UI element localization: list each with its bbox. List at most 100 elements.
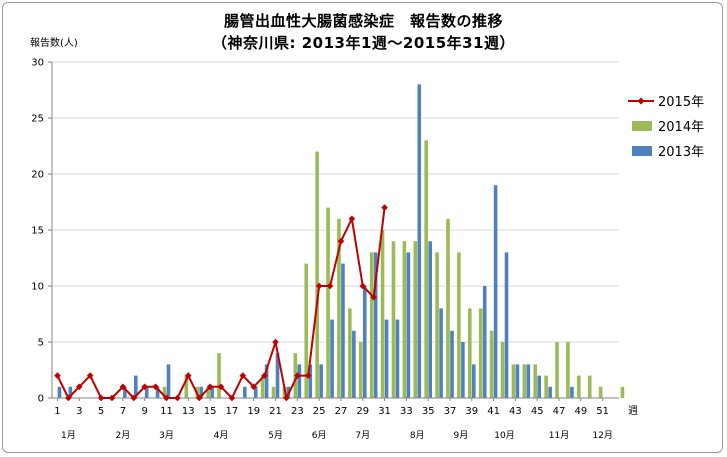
line-point-2015-w5: [97, 394, 105, 402]
bar-2013-w41: [493, 185, 498, 398]
line-point-2015-w15: [206, 383, 214, 391]
month-label: 1月: [61, 430, 76, 441]
line-point-2015-w7: [119, 383, 127, 391]
bar-2014-w40: [478, 308, 483, 398]
legend-marker-swatch: [637, 97, 645, 105]
line-point-2015-w3: [75, 383, 83, 391]
bar-2013-w38: [461, 342, 465, 398]
bar-2013-w36: [439, 308, 443, 398]
line-point-2015-w24: [304, 372, 312, 379]
x-tick-label: 43: [509, 406, 522, 417]
bar-2013-w8: [133, 375, 138, 398]
bar-2014-w47: [555, 342, 559, 398]
month-label: 5月: [268, 430, 283, 441]
line-point-2015-w1: [54, 372, 61, 379]
line-point-2015-w10: [152, 383, 159, 391]
x-tick-label: 31: [378, 406, 391, 417]
bar-2013-w24: [308, 364, 313, 398]
bar-2014-w38: [457, 252, 461, 398]
bar-2014-w24: [304, 263, 309, 398]
y-tick-label: 10: [31, 282, 44, 293]
bar-2014-w36: [435, 252, 439, 398]
bar-2014-w41: [489, 330, 494, 398]
bar-2013-w43: [515, 364, 520, 398]
x-tick-label: 29: [356, 406, 369, 417]
bar-2013-w34: [417, 84, 422, 399]
bar-2014-w46: [544, 375, 548, 398]
legend-bar-swatch: [632, 121, 652, 131]
bar-2013-w14: [199, 386, 204, 398]
bar-2014-w45: [533, 364, 538, 398]
bar-2014-w16: [217, 353, 221, 398]
x-tick-label: 49: [574, 406, 587, 417]
x-tick-label: 23: [291, 406, 304, 417]
bar-2013-w31: [384, 319, 389, 398]
x-tick-label: 11: [160, 406, 173, 417]
month-label: 6月: [312, 430, 327, 441]
bar-2014-w27: [337, 218, 341, 398]
bar-2013-w7: [123, 386, 127, 398]
month-label: 3月: [159, 430, 174, 441]
x-tick-label: 3: [76, 406, 82, 417]
month-label: 2月: [116, 430, 131, 441]
month-label: 10月: [494, 430, 514, 441]
line-point-2015-w17: [228, 394, 236, 402]
bar-2013-w15: [210, 386, 214, 398]
bar-2014-w44: [522, 364, 527, 398]
x-tick-label: 33: [400, 406, 413, 417]
bar-2013-w23: [297, 364, 302, 398]
bar-2013-w33: [406, 252, 411, 398]
chart-title: 腸管出血性大腸菌感染症 報告数の推移: [223, 12, 503, 30]
line-point-2015-w2: [65, 394, 72, 402]
x-tick-label: 9: [141, 406, 147, 417]
bar-2013-w46: [548, 386, 552, 398]
bar-2013-w1: [57, 386, 62, 398]
y-tick-label: 15: [31, 226, 44, 237]
bar-2014-w51: [598, 386, 603, 398]
x-tick-label: 5: [98, 406, 104, 417]
line-point-2015-w18: [239, 372, 247, 379]
line-point-2015-w19: [250, 383, 258, 391]
y-axis-label: 報告数(人): [30, 38, 78, 49]
bar-2013-w42: [504, 252, 509, 398]
bar-2014-w35: [424, 140, 428, 398]
x-tick-label: 51: [596, 406, 609, 417]
x-tick-label: 41: [487, 406, 500, 417]
x-tick-label: 45: [531, 406, 544, 417]
chart-subtitle: （神奈川県: 2013年1週～2015年31週）: [211, 34, 516, 52]
bar-2013-w27: [341, 263, 345, 398]
line-point-2015-w30: [370, 293, 377, 301]
y-tick-label: 25: [31, 114, 44, 125]
x-tick-label: 17: [226, 406, 239, 417]
bar-2014-w15: [206, 386, 210, 398]
legend-bar-swatch: [632, 146, 652, 156]
month-label: 12月: [592, 430, 612, 441]
x-tick-label: 1: [54, 406, 60, 417]
line-point-2015-w20: [261, 372, 268, 379]
month-label: 8月: [410, 430, 425, 441]
x-tick-label: 39: [465, 406, 478, 417]
bar-2014-w42: [500, 342, 505, 398]
bar-2014-w29: [358, 342, 363, 398]
bar-2013-w48: [570, 386, 574, 398]
bar-2014-w20: [260, 375, 265, 398]
bar-2014-w28: [348, 308, 352, 398]
y-tick-label: 5: [38, 338, 44, 349]
bar-2014-w30: [369, 252, 374, 398]
bar-2014-w53: [620, 386, 625, 398]
bar-2013-w18: [243, 386, 247, 398]
bar-2014-w34: [413, 241, 418, 398]
legend-label: 2014年: [658, 120, 704, 135]
line-point-2015-w31: [381, 204, 388, 211]
bar-2014-w32: [391, 241, 396, 398]
bar-2013-w11: [166, 364, 171, 398]
x-tick-label: 13: [182, 406, 195, 417]
bar-2014-w31: [380, 230, 385, 398]
bar-2014-w26: [326, 207, 330, 398]
x-tick-label: 47: [553, 406, 566, 417]
line-point-2015-w4: [86, 372, 94, 379]
bar-2014-w39: [467, 308, 472, 398]
line-point-2015-w25: [315, 282, 323, 290]
x-tick-label: 35: [422, 406, 435, 417]
line-point-2015-w6: [108, 394, 116, 402]
